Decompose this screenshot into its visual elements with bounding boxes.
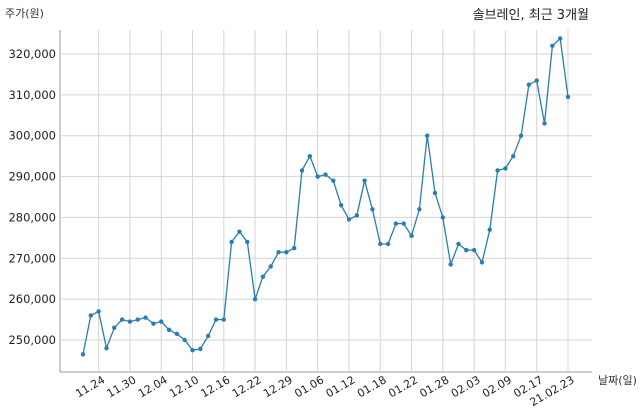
data-point xyxy=(276,249,281,255)
data-point xyxy=(370,207,375,212)
y-tick-label: 250,000 xyxy=(8,333,56,347)
series-line xyxy=(82,37,569,355)
data-point xyxy=(378,241,383,247)
y-axis-label: 주가(원) xyxy=(5,7,44,20)
data-point xyxy=(495,168,500,173)
x-tick-label: 12.10 xyxy=(167,373,201,400)
data-point xyxy=(315,174,320,179)
x-tick-label: 02.03 xyxy=(449,373,483,400)
data-point xyxy=(401,221,406,226)
chart-title: 솔브레인, 최근 3개월 xyxy=(473,8,589,23)
data-point xyxy=(80,352,86,357)
data-point xyxy=(534,78,539,83)
x-tick-label: 11.30 xyxy=(105,373,139,400)
x-tick-label: 01.22 xyxy=(386,373,420,400)
y-tick-label: 290,000 xyxy=(8,170,56,184)
x-tick-label: 01.06 xyxy=(292,373,326,400)
data-point xyxy=(104,345,109,351)
y-tick-label: 280,000 xyxy=(8,210,56,224)
data-point xyxy=(213,317,219,322)
data-point xyxy=(166,327,172,332)
data-point xyxy=(237,229,242,234)
data-point xyxy=(284,249,289,255)
data-point xyxy=(409,233,414,239)
data-point xyxy=(268,264,273,269)
data-point xyxy=(151,321,156,326)
x-tick-label: 01.28 xyxy=(418,373,452,400)
data-point xyxy=(307,153,313,159)
data-point xyxy=(518,133,524,138)
data-point xyxy=(432,190,438,196)
x-tick-label: 02.09 xyxy=(480,373,514,400)
y-tick-label: 260,000 xyxy=(8,292,56,306)
data-point xyxy=(260,274,266,279)
grid-lines xyxy=(59,30,592,373)
data-point xyxy=(417,207,422,212)
x-tick-label: 01.18 xyxy=(355,373,389,400)
data-point xyxy=(338,202,344,208)
data-point xyxy=(119,317,125,322)
data-point xyxy=(346,217,352,222)
data-point xyxy=(354,213,359,218)
data-point xyxy=(323,172,328,177)
y-tick-label: 310,000 xyxy=(8,88,56,102)
data-point xyxy=(557,36,563,41)
x-tick-label: 12.04 xyxy=(136,373,170,400)
data-point xyxy=(331,178,336,183)
data-point xyxy=(542,121,547,126)
data-point xyxy=(292,245,297,251)
data-point xyxy=(487,227,492,232)
data-point xyxy=(526,82,532,87)
data-point xyxy=(565,94,571,100)
price-series xyxy=(80,36,571,357)
x-tick-label: 12.29 xyxy=(261,373,295,400)
data-point xyxy=(190,348,195,353)
data-point xyxy=(503,166,508,171)
data-point xyxy=(205,333,211,339)
data-point xyxy=(135,317,140,322)
x-axis: 11.2411.3012.0412.1012.1612.2212.2901.06… xyxy=(73,373,576,409)
x-tick-label: 12.16 xyxy=(199,373,233,400)
data-point xyxy=(393,221,399,226)
x-tick-label: 01.12 xyxy=(324,373,358,400)
data-point xyxy=(127,319,133,324)
x-axis-label: 날짜(일) xyxy=(598,373,637,387)
data-point xyxy=(471,247,477,253)
data-point xyxy=(88,313,94,318)
data-point xyxy=(112,325,117,330)
data-point xyxy=(221,317,227,322)
data-point xyxy=(456,241,461,247)
y-tick-label: 320,000 xyxy=(8,47,56,61)
data-point xyxy=(424,133,430,138)
data-point xyxy=(229,239,234,245)
data-point xyxy=(245,239,250,245)
y-tick-label: 270,000 xyxy=(8,251,56,265)
data-point xyxy=(96,309,101,314)
data-point xyxy=(182,337,187,343)
data-point xyxy=(159,319,164,324)
y-tick-label: 300,000 xyxy=(8,129,56,143)
x-tick-label: 11.24 xyxy=(73,373,107,400)
data-point xyxy=(385,241,391,247)
data-point xyxy=(464,247,469,253)
data-point xyxy=(299,168,305,173)
data-point xyxy=(362,178,367,183)
data-point xyxy=(550,43,555,49)
data-point xyxy=(511,153,516,159)
data-point xyxy=(198,346,203,352)
data-point xyxy=(448,262,453,267)
data-point xyxy=(174,331,180,337)
y-axis: 250,000 260,000 270,000 280,000 290,000 300,0… xyxy=(8,47,56,347)
data-point xyxy=(479,260,485,265)
data-point xyxy=(143,315,148,320)
data-point xyxy=(252,296,258,302)
data-point xyxy=(440,215,446,220)
x-tick-label: 12.22 xyxy=(230,373,264,400)
